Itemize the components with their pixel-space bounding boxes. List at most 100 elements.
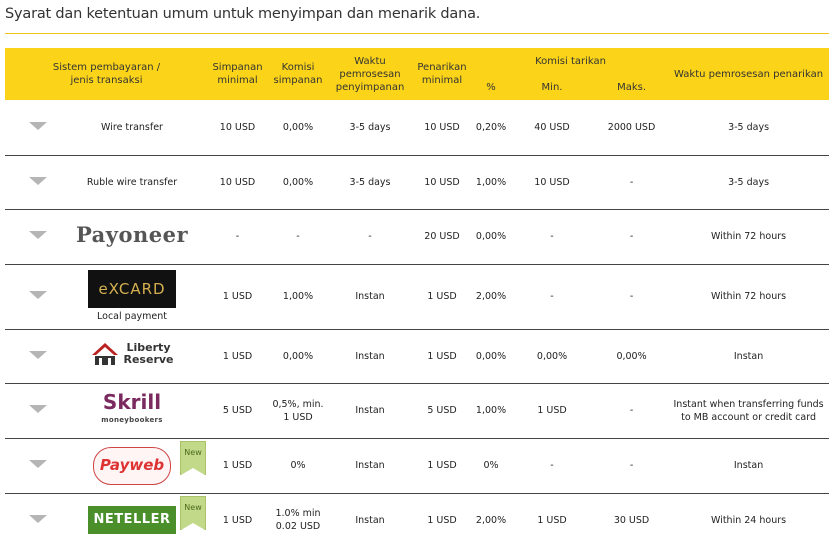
expand-arrow-icon[interactable]: [5, 100, 56, 156]
withdrawal-max: -: [595, 155, 669, 210]
table-row[interactable]: Ruble wire transfer 10 USD 0,00% 3-5 day…: [5, 155, 830, 210]
withdrawal-pct: 0,20%: [473, 100, 510, 156]
table-row[interactable]: eXCARD Local payment 1 USD 1,00% Instan …: [5, 264, 830, 330]
min-deposit: 1 USD: [208, 329, 268, 384]
deposit-time: -: [329, 209, 412, 265]
withdrawal-max: -: [595, 264, 669, 330]
deposit-fee: 0,00%: [267, 329, 330, 384]
table-row[interactable]: Payoneer - - - 20 USD 0,00% - - Within 7…: [5, 209, 830, 265]
deposit-fee: 0,00%: [267, 100, 330, 156]
withdrawal-time: Instan: [668, 329, 830, 384]
deposit-time: Instan: [329, 438, 412, 494]
table-row[interactable]: Payweb New 1 USD 0% Instan 1 USD 0% - - …: [5, 438, 830, 494]
payment-method-cell: Skrill moneybookers: [56, 383, 209, 439]
withdrawal-max: 0,00%: [595, 329, 669, 384]
withdrawal-pct: 0,00%: [473, 209, 510, 265]
method-name: Ruble wire transfer: [86, 176, 178, 188]
expand-arrow-icon[interactable]: [5, 209, 56, 265]
table-row[interactable]: Skrill moneybookers 5 USD 0,5%, min. 1 U…: [5, 383, 830, 439]
payment-method-cell: Payweb New: [56, 438, 209, 494]
payweb-logo: Payweb: [93, 446, 171, 485]
deposit-fee: 0,5%, min. 1 USD: [267, 383, 330, 439]
min-deposit: 1 USD: [208, 438, 268, 494]
expand-arrow-icon[interactable]: [5, 155, 56, 210]
liberty-reserve-logo: Liberty Reserve: [90, 341, 175, 367]
method-name: Wire transfer: [101, 121, 163, 133]
col-payment-system: Sistem pembayaran / jenis transaksi: [5, 48, 209, 100]
withdrawal-min: -: [509, 209, 596, 265]
col-deposit-time: Waktu pemrosesan penyimpanan: [329, 48, 412, 100]
min-withdrawal: 1 USD: [411, 493, 474, 547]
min-deposit: 10 USD: [208, 100, 268, 156]
deposit-fee: 0,00%: [267, 155, 330, 210]
min-deposit: 10 USD: [208, 155, 268, 210]
new-badge: New: [180, 440, 207, 475]
withdrawal-min: 40 USD: [509, 100, 596, 156]
payment-method-cell: Ruble wire transfer: [56, 155, 209, 210]
expand-arrow-icon[interactable]: [5, 329, 56, 384]
payment-method-cell: Payoneer: [56, 209, 209, 265]
expand-arrow-icon[interactable]: [5, 493, 56, 547]
withdrawal-time: Within 24 hours: [668, 493, 830, 547]
skrill-logo: Skrill moneybookers: [101, 389, 163, 424]
expand-arrow-icon[interactable]: [5, 438, 56, 494]
terms-table: Sistem pembayaran / jenis transaksi Simp…: [5, 48, 830, 547]
expand-arrow-icon[interactable]: [5, 383, 56, 439]
min-withdrawal: 1 USD: [411, 438, 474, 494]
deposit-time: Instan: [329, 264, 412, 330]
deposit-time: Instan: [329, 383, 412, 439]
withdrawal-pct: 0,00%: [473, 329, 510, 384]
payment-method-cell: Liberty Reserve: [56, 329, 209, 384]
withdrawal-min: 1 USD: [509, 383, 596, 439]
min-withdrawal: 5 USD: [411, 383, 474, 439]
withdrawal-max: -: [595, 438, 669, 494]
withdrawal-pct: 2,00%: [473, 264, 510, 330]
withdrawal-pct: 2,00%: [473, 493, 510, 547]
withdrawal-time: 3-5 days: [668, 100, 830, 156]
deposit-fee: 1,00%: [267, 264, 330, 330]
withdrawal-time: Within 72 hours: [668, 209, 830, 265]
min-deposit: -: [208, 209, 268, 265]
table-row[interactable]: Wire transfer 10 USD 0,00% 3-5 days 10 U…: [5, 100, 830, 156]
withdrawal-min: -: [509, 264, 596, 330]
col-pct: %: [473, 75, 510, 100]
min-deposit: 1 USD: [208, 264, 268, 330]
deposit-fee: 0%: [267, 438, 330, 494]
deposit-time: 3-5 days: [329, 155, 412, 210]
payment-method-cell: Wire transfer: [56, 100, 209, 156]
withdrawal-min: 10 USD: [509, 155, 596, 210]
withdrawal-time: Within 72 hours: [668, 264, 830, 330]
col-max: Maks.: [595, 75, 669, 100]
new-badge: New: [180, 495, 207, 530]
min-withdrawal: 10 USD: [411, 155, 474, 210]
min-deposit: 5 USD: [208, 383, 268, 439]
col-deposit-fee: Komisi simpanan: [267, 48, 330, 100]
withdrawal-pct: 1,00%: [473, 383, 510, 439]
col-min-withdrawal: Penarikan minimal: [411, 48, 474, 100]
payment-method-cell: NETELLER New: [56, 493, 209, 547]
min-withdrawal: 1 USD: [411, 329, 474, 384]
withdrawal-pct: 1,00%: [473, 155, 510, 210]
deposit-time: Instan: [329, 493, 412, 547]
deposit-time: Instan: [329, 329, 412, 384]
neteller-logo: NETELLER: [88, 506, 176, 535]
title-divider: [5, 33, 829, 34]
col-min-deposit: Simpanan minimal: [208, 48, 268, 100]
table-row[interactable]: Liberty Reserve 1 USD 0,00% Instan 1 USD…: [5, 329, 830, 384]
table-row[interactable]: NETELLER New 1 USD 1.0% min 0.02 USD Ins…: [5, 493, 830, 547]
payoneer-logo: Payoneer: [75, 221, 189, 247]
withdrawal-min: 0,00%: [509, 329, 596, 384]
col-min: Min.: [509, 75, 596, 100]
withdrawal-time: Instan: [668, 438, 830, 494]
min-deposit: 1 USD: [208, 493, 268, 547]
min-withdrawal: 20 USD: [411, 209, 474, 265]
expand-arrow-icon[interactable]: [5, 264, 56, 330]
min-withdrawal: 10 USD: [411, 100, 474, 156]
withdrawal-max: 30 USD: [595, 493, 669, 547]
col-withdrawal-fee-group: Komisi tarikan: [473, 48, 669, 75]
col-withdrawal-time: Waktu pemrosesan penarikan: [668, 48, 830, 100]
withdrawal-max: -: [595, 383, 669, 439]
deposit-fee: -: [267, 209, 330, 265]
liberty-reserve-icon: [91, 343, 118, 365]
excard-logo: eXCARD: [88, 270, 176, 308]
